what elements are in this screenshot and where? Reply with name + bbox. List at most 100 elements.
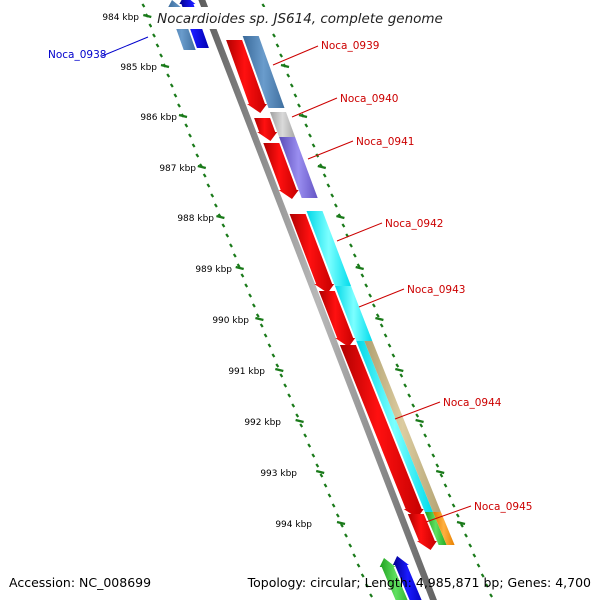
scale-dot-right xyxy=(311,143,316,148)
scale-dot-left xyxy=(240,273,245,278)
scale-dot-right xyxy=(403,383,408,388)
scale-dot-left xyxy=(229,243,233,248)
scale-dot-left xyxy=(299,423,304,428)
scale-dot-right xyxy=(261,3,266,8)
scale-dot-right xyxy=(356,263,361,268)
scale-dot-left xyxy=(291,403,296,408)
scale-dot-left xyxy=(319,473,324,478)
scale-dot-left xyxy=(295,413,300,418)
gene-label-noca-0940[interactable]: Noca_0940 xyxy=(340,93,398,105)
scale-dot-left xyxy=(195,153,200,158)
scale-dot-right xyxy=(304,123,309,128)
cog-category-bars xyxy=(242,36,455,545)
scale-major-tick-right xyxy=(317,164,327,170)
scale-dot-right xyxy=(427,443,432,448)
gene-label-noca-0944[interactable]: Noca_0944 xyxy=(443,397,502,409)
gene-label-noca-0943[interactable]: Noca_0943 xyxy=(407,284,465,296)
scale-dot-right xyxy=(455,513,460,518)
scale-dot-left xyxy=(248,293,253,298)
scale-dot-left xyxy=(159,53,164,58)
scale-dot-right xyxy=(472,553,477,558)
gene-label-noca-0938[interactable]: Noca_0938 xyxy=(48,49,106,61)
scale-dot-left xyxy=(188,133,192,138)
scale-dot-left xyxy=(210,193,215,198)
scale-dot-right xyxy=(451,503,456,508)
scale-major-tick-right xyxy=(336,214,345,220)
scale-dot-left xyxy=(327,493,332,498)
scale-dot-right xyxy=(447,493,452,498)
scale-dot-right xyxy=(411,403,416,408)
scale-dot-right xyxy=(272,33,276,38)
reverse-track-band xyxy=(148,0,428,600)
scale-dot-right xyxy=(330,193,335,198)
scale-dot-left xyxy=(283,383,288,388)
scale-dot-left xyxy=(155,43,160,48)
scale-dot-right xyxy=(360,273,365,278)
scale-dot-right xyxy=(364,283,369,288)
kbp-labels: 984 kbp 985 kbp 986 kbp 987 kbp 988 kbp … xyxy=(102,13,312,530)
scale-dot-right xyxy=(333,203,338,208)
kbp-label: 984 kbp xyxy=(102,13,139,23)
scale-major-tick-left xyxy=(216,214,225,220)
scale-major-tick-left xyxy=(197,164,207,170)
leader-noca-0940 xyxy=(291,97,338,118)
accession-text: Accession: NC_008699 xyxy=(9,575,151,590)
reverse-cog-bar-bottom xyxy=(379,558,408,600)
scale-dot-left xyxy=(315,463,320,468)
scale-major-tick-right xyxy=(298,113,308,119)
scale-dot-right xyxy=(423,433,428,438)
gene-label-noca-0942[interactable]: Noca_0942 xyxy=(385,218,443,230)
scale-dot-right xyxy=(431,453,436,458)
scale-dot-left xyxy=(275,363,280,368)
scale-major-tick-left xyxy=(315,469,325,475)
scale-major-tick-right xyxy=(456,520,466,526)
scale-dot-left xyxy=(166,73,171,78)
scale-dot-left xyxy=(141,3,146,8)
scale-major-tick-left xyxy=(295,418,304,424)
scale-dot-right xyxy=(439,473,444,478)
topology-text: Topology: circular; Length: 4,985,871 bp… xyxy=(247,575,591,590)
scale-major-tick-left xyxy=(143,13,152,19)
scale-dot-right xyxy=(341,223,346,228)
scale-dot-left xyxy=(348,543,353,548)
leader-noca-0945 xyxy=(425,505,472,523)
scale-dot-right xyxy=(352,253,357,258)
scale-dot-left xyxy=(173,93,178,98)
scale-dot-right xyxy=(459,523,464,528)
cog-bar-noca-0940 xyxy=(270,112,296,137)
scale-dot-right xyxy=(489,593,494,598)
kbp-label: 993 kbp xyxy=(260,469,297,479)
scale-dot-left xyxy=(152,33,156,38)
gene-label-noca-0939[interactable]: Noca_0939 xyxy=(321,40,379,52)
scale-dot-left xyxy=(271,353,276,358)
scale-dot-right xyxy=(419,423,424,428)
scale-dot-right xyxy=(279,53,284,58)
scale-dot-left xyxy=(287,393,292,398)
scale-dot-right xyxy=(297,103,301,108)
scale-major-tick-left xyxy=(275,367,284,373)
scale-major-tick-left xyxy=(235,265,244,271)
scale-dot-left xyxy=(364,583,369,588)
kbp-label: 987 kbp xyxy=(159,164,196,174)
gene-label-noca-0941[interactable]: Noca_0941 xyxy=(356,136,414,148)
gene-label-noca-0945[interactable]: Noca_0945 xyxy=(474,501,532,513)
gene-arrow-noca-0942 xyxy=(289,214,335,293)
scale-dot-left xyxy=(339,523,344,528)
scale-dot-left xyxy=(311,453,316,458)
scale-major-tick-right xyxy=(435,469,445,475)
scale-dot-right xyxy=(289,83,294,88)
scale-dot-right xyxy=(322,173,327,178)
scale-dot-left xyxy=(191,143,196,148)
scale-dot-left xyxy=(369,593,374,598)
scale-dot-right xyxy=(308,133,312,138)
scale-dot-right xyxy=(480,573,485,578)
scale-major-tick-right xyxy=(280,63,290,69)
scale-dot-right xyxy=(395,363,400,368)
scale-dot-right xyxy=(387,343,392,348)
gene-arrow-noca-0945 xyxy=(407,514,437,550)
scale-dot-left xyxy=(344,533,348,538)
scale-dot-right xyxy=(379,323,384,328)
scale-dot-left xyxy=(352,553,357,558)
scale-dot-left xyxy=(232,253,237,258)
